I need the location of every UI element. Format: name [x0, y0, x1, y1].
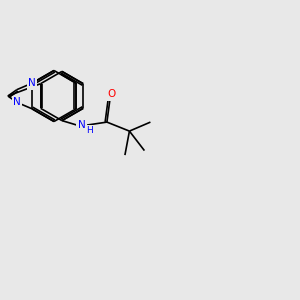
Text: N: N	[28, 78, 36, 88]
Text: O: O	[107, 89, 116, 99]
Text: H: H	[86, 126, 93, 135]
Text: N: N	[13, 98, 21, 107]
Text: N: N	[77, 120, 85, 130]
